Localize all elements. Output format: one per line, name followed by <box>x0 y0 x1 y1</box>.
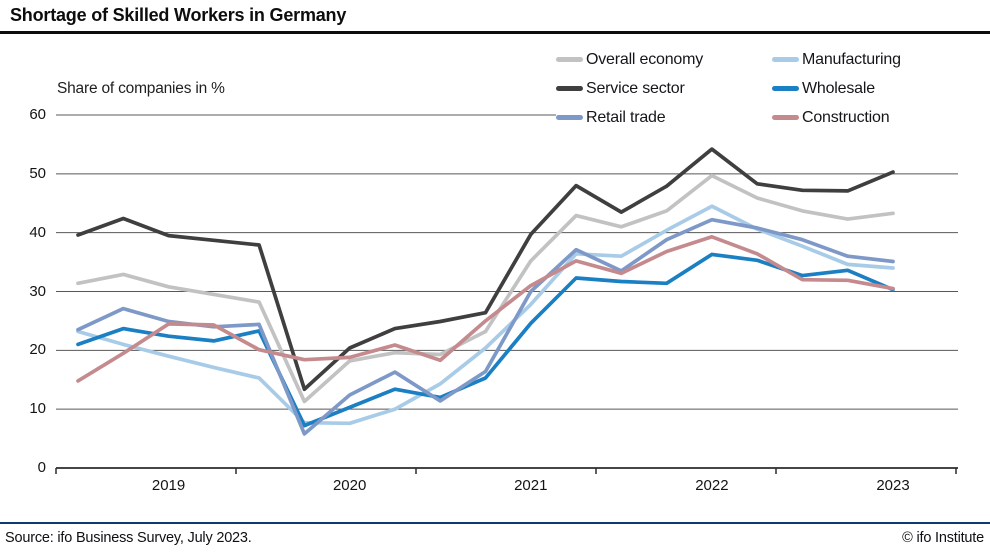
y-tick-label-60: 60 <box>29 106 46 123</box>
source-note: Source: ifo Business Survey, July 2023. <box>5 530 252 546</box>
legend-label: Construction <box>802 108 890 126</box>
line-overall-economy <box>76 173 895 404</box>
y-tick-label-20: 20 <box>29 341 46 359</box>
x-tick-label-2020: 2020 <box>332 477 367 494</box>
title-rule <box>0 31 990 34</box>
legend-item-wholesale: Wholesale <box>772 74 968 103</box>
legend-label: Retail trade <box>586 108 666 126</box>
y-tick-label-30: 30 <box>29 282 46 300</box>
service-sector-swatch-icon <box>556 86 583 91</box>
line-construction <box>76 234 895 383</box>
footer-rule <box>0 522 990 524</box>
y-axis-caption: Share of companies in % <box>57 80 225 97</box>
construction-swatch-icon <box>772 115 799 120</box>
legend-item-manufacturing: Manufacturing <box>772 45 968 74</box>
data-lines <box>76 147 895 436</box>
y-tick-label-50: 50 <box>29 164 46 182</box>
line-service-sector <box>76 147 895 392</box>
legend-label: Manufacturing <box>802 50 901 68</box>
gridlines <box>56 114 958 410</box>
legend-item-overall-economy: Overall economy <box>556 45 772 74</box>
line-wholesale <box>76 252 895 428</box>
x-tick-label-2023: 2023 <box>876 477 910 494</box>
page-title: Shortage of Skilled Workers in Germany <box>10 5 347 25</box>
x-axis <box>55 467 958 474</box>
legend-label: Service sector <box>586 79 685 97</box>
legend-label: Wholesale <box>802 79 875 97</box>
manufacturing-swatch-icon <box>772 57 799 62</box>
y-tick-label-0: 0 <box>37 459 46 476</box>
legend-item-service-sector: Service sector <box>556 74 772 103</box>
x-tick-label-2022: 2022 <box>695 477 729 494</box>
legend-item-retail-trade: Retail trade <box>556 103 772 132</box>
legend-label: Overall economy <box>586 50 704 68</box>
copyright-note: © ifo Institute <box>902 530 984 546</box>
x-tick-label-2021: 2021 <box>514 477 548 494</box>
wholesale-swatch-icon <box>772 86 799 91</box>
line-retail-trade <box>76 217 895 436</box>
legend-item-construction: Construction <box>772 103 968 132</box>
x-tick-label-2019: 2019 <box>151 477 186 494</box>
overall-economy-swatch-icon <box>556 57 583 62</box>
y-tick-label-40: 40 <box>29 223 46 241</box>
retail-trade-swatch-icon <box>556 115 583 120</box>
legend: Overall economy Manufacturing Service se… <box>556 44 968 133</box>
y-tick-label-10: 10 <box>29 400 46 418</box>
